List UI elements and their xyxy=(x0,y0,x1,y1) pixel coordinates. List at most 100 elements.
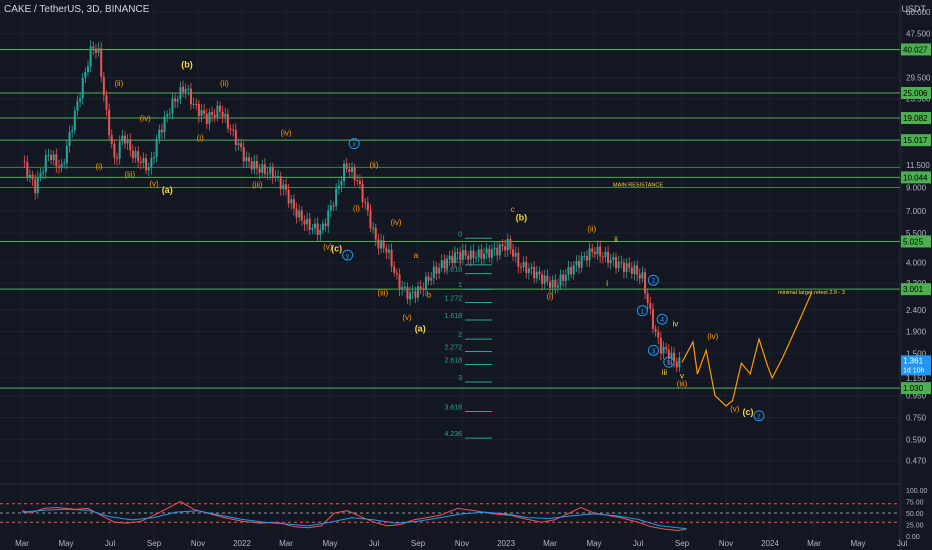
x-tick-label: Sep xyxy=(411,539,426,548)
candle-body xyxy=(506,239,509,251)
wave-label: (v) xyxy=(730,405,740,414)
countdown-label: 1d 10h xyxy=(903,367,925,374)
rsi-tick-label: 50.00 xyxy=(906,511,924,518)
wave-label: (iii) xyxy=(252,181,263,190)
candle-body xyxy=(535,271,538,279)
x-tick-label: Sep xyxy=(675,539,690,548)
candle-body xyxy=(530,266,533,269)
candle-body xyxy=(182,86,185,93)
candle-body xyxy=(26,161,29,178)
candle-body xyxy=(50,155,53,161)
candle-body xyxy=(329,205,332,211)
circle-label: 5 xyxy=(667,360,671,367)
candle-body xyxy=(601,256,604,258)
y-tick-label: 0.750 xyxy=(906,413,927,422)
candle-body xyxy=(504,246,507,251)
candle-body xyxy=(52,154,55,161)
x-tick-label: Nov xyxy=(191,539,205,548)
candle-body xyxy=(271,167,274,179)
candle-body xyxy=(211,112,214,115)
candle-body xyxy=(174,98,177,102)
candle-body xyxy=(377,239,380,249)
candle-body xyxy=(374,227,377,240)
candle-body xyxy=(23,160,26,162)
candle-body xyxy=(615,257,617,269)
candle-body xyxy=(327,210,330,227)
candle-body xyxy=(461,249,464,260)
wave-label: c xyxy=(511,205,515,214)
candle-body xyxy=(554,279,557,288)
candle-body xyxy=(424,276,427,290)
candle-body xyxy=(229,128,232,130)
candle-body xyxy=(92,46,95,49)
candle-body xyxy=(118,141,121,159)
candle-body xyxy=(451,255,454,264)
y-tick-label: 1.500 xyxy=(906,349,927,358)
candle-body xyxy=(311,228,314,230)
candle-body xyxy=(139,161,142,163)
rsi-tick-label: 100.00 xyxy=(906,488,928,495)
x-tick-label: May xyxy=(586,539,601,548)
candle-body xyxy=(593,251,596,255)
y-tick-label: 29.500 xyxy=(906,74,931,83)
level-price-tag xyxy=(901,382,931,395)
candle-body xyxy=(279,176,282,190)
y-tick-label: 60.000 xyxy=(906,8,931,17)
candle-body xyxy=(47,155,50,157)
candle-body xyxy=(659,337,662,354)
candle-body xyxy=(65,146,68,163)
candle-body xyxy=(538,271,541,275)
y-tick-label: 23.500 xyxy=(906,95,931,104)
candle-body xyxy=(126,139,129,144)
wave-label: (c) xyxy=(331,244,342,254)
wave-label: (ii) xyxy=(220,79,229,88)
x-tick-label: 2023 xyxy=(497,539,515,548)
candle-body xyxy=(409,292,412,300)
candle-body xyxy=(145,158,148,171)
x-tick-label: 2022 xyxy=(233,539,251,548)
candle-body xyxy=(203,110,206,114)
candle-body xyxy=(248,157,251,162)
candle-body xyxy=(564,274,567,282)
candle-body xyxy=(129,139,132,151)
candle-body xyxy=(562,274,565,282)
wave-label: (i) xyxy=(546,292,553,301)
level-price-label: 10.044 xyxy=(903,173,928,182)
x-tick-label: Mar xyxy=(279,539,293,548)
candle-body xyxy=(345,163,348,170)
candle-body xyxy=(570,266,573,275)
candle-body xyxy=(282,184,285,190)
candle-body xyxy=(488,248,491,258)
candle-body xyxy=(34,179,37,194)
x-tick-label: May xyxy=(850,539,865,548)
fib-level-label: 0 xyxy=(458,231,462,238)
candle-body xyxy=(591,248,594,252)
candle-body xyxy=(295,208,298,218)
wave-label: (b) xyxy=(516,213,528,223)
circle-marker xyxy=(647,344,659,356)
candle-body xyxy=(622,262,625,272)
candle-body xyxy=(517,252,520,267)
candle-body xyxy=(366,202,369,211)
candle-body xyxy=(583,256,586,258)
candle-body xyxy=(654,328,657,332)
wave-label: iv xyxy=(673,320,679,329)
y-tick-label: 9.000 xyxy=(906,184,927,193)
candle-body xyxy=(31,174,34,180)
candle-body xyxy=(306,218,309,225)
y-tick-label: 1.150 xyxy=(906,374,927,383)
candle-body xyxy=(448,255,451,260)
y-tick-label: 11.500 xyxy=(906,161,930,170)
candle-body xyxy=(337,185,340,189)
candle-body xyxy=(556,285,559,288)
candle-body xyxy=(324,223,327,227)
candle-body xyxy=(644,272,647,294)
candle-body xyxy=(578,261,581,268)
candle-body xyxy=(277,176,280,178)
candle-body xyxy=(498,244,501,256)
x-tick-label: Jul xyxy=(633,539,643,548)
candle-body xyxy=(493,247,496,250)
candle-body xyxy=(414,291,417,298)
x-tick-label: Mar xyxy=(15,539,29,548)
